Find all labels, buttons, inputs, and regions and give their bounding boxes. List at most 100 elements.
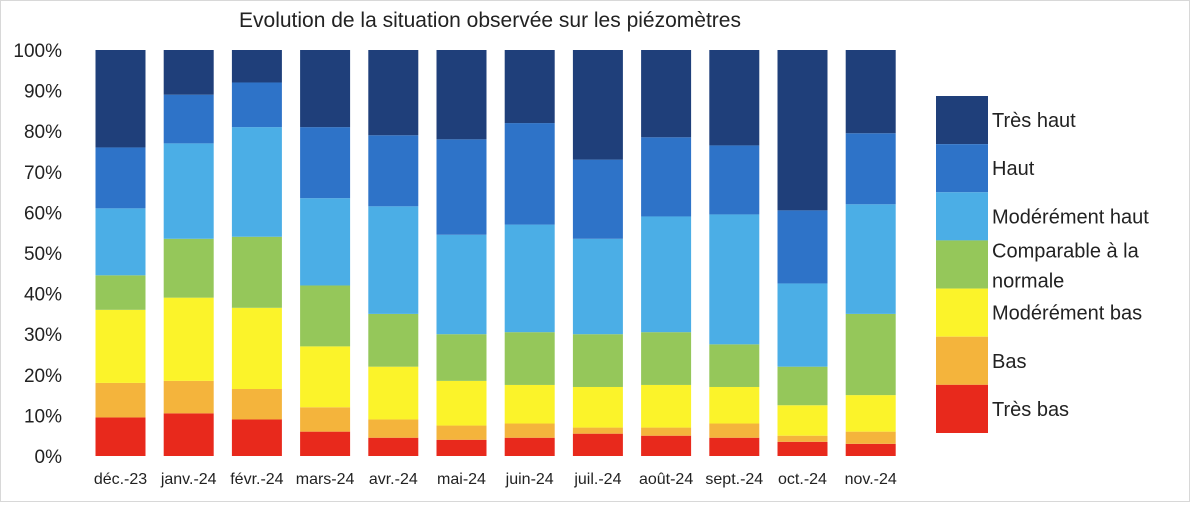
bar-segment bbox=[572, 386, 623, 428]
bar-segment bbox=[436, 425, 487, 440]
bar-segment bbox=[368, 135, 419, 207]
bar-segment bbox=[777, 283, 828, 367]
bar-segment bbox=[641, 332, 692, 385]
legend-label: Comparable à la normale bbox=[992, 241, 1140, 293]
bar-segment bbox=[436, 334, 487, 381]
bar-column bbox=[368, 50, 419, 456]
bar-segment bbox=[504, 384, 555, 424]
bar-segment bbox=[504, 224, 555, 333]
bar-segment bbox=[709, 145, 760, 215]
bar-segment bbox=[572, 238, 623, 335]
legend-label: Modérément haut bbox=[992, 206, 1149, 228]
x-tick-label: mars-24 bbox=[296, 471, 355, 488]
bar-segment bbox=[709, 50, 760, 146]
y-tick-label: 40% bbox=[24, 285, 62, 306]
bar-segment bbox=[231, 50, 282, 83]
bar-segment bbox=[641, 50, 692, 138]
bar-segment bbox=[641, 427, 692, 436]
bar-segment bbox=[163, 50, 214, 95]
bar-column bbox=[709, 50, 760, 456]
x-tick-label: sept.-24 bbox=[705, 471, 763, 488]
legend-label: Haut bbox=[992, 158, 1035, 180]
bar-segment bbox=[436, 50, 487, 140]
bar-column bbox=[777, 50, 828, 456]
legend-label: Bas bbox=[992, 351, 1026, 373]
bar-segment bbox=[163, 238, 214, 298]
y-tick-label: 70% bbox=[24, 163, 62, 184]
bar-segment bbox=[231, 236, 282, 308]
legend-swatch bbox=[936, 192, 988, 241]
y-tick-label: 10% bbox=[24, 406, 62, 427]
bar-segment bbox=[709, 437, 760, 456]
y-axis: 0% 10% 20% 30% 40% 50% 60% 70% 80% 90% 100% bbox=[13, 41, 62, 468]
x-tick-label: juil.-24 bbox=[573, 471, 621, 488]
bar-segment bbox=[231, 419, 282, 456]
bar-segment bbox=[845, 313, 896, 396]
bar-segment bbox=[231, 389, 282, 420]
bar-segment bbox=[300, 431, 351, 456]
bar-segment bbox=[572, 50, 623, 160]
legend-swatch bbox=[936, 96, 988, 145]
legend-swatch bbox=[936, 384, 988, 433]
bar-column bbox=[436, 50, 487, 456]
bar-segment bbox=[368, 206, 419, 314]
bar-segment bbox=[777, 441, 828, 456]
bar-segment bbox=[95, 147, 146, 209]
bar-segment bbox=[436, 380, 487, 426]
y-tick-label: 80% bbox=[24, 122, 62, 143]
legend-swatch bbox=[936, 288, 988, 337]
bar-segment bbox=[504, 123, 555, 225]
bar-segment bbox=[572, 427, 623, 434]
bar-segment bbox=[163, 413, 214, 456]
bar-segment bbox=[163, 143, 214, 239]
bar-segment bbox=[300, 50, 351, 128]
bar-segment bbox=[504, 423, 555, 438]
bar-segment bbox=[368, 50, 419, 136]
bar-segment bbox=[300, 346, 351, 408]
bar-segment bbox=[777, 50, 828, 211]
bar-segment bbox=[368, 313, 419, 367]
bar-segment bbox=[845, 204, 896, 314]
bar-segment bbox=[777, 405, 828, 436]
bar-segment bbox=[845, 395, 896, 432]
legend-swatch bbox=[936, 240, 988, 289]
legend-label: Très bas bbox=[992, 399, 1069, 421]
bar-segment bbox=[845, 443, 896, 456]
bar-column bbox=[300, 50, 351, 456]
bar-segment bbox=[572, 334, 623, 387]
bar-segment bbox=[641, 216, 692, 333]
x-tick-label: mai-24 bbox=[437, 471, 486, 488]
legend-swatch bbox=[936, 336, 988, 385]
legend-label: Modérément bas bbox=[992, 303, 1142, 325]
x-tick-label: août-24 bbox=[639, 471, 693, 488]
bar-segment bbox=[300, 127, 351, 199]
bar-segment bbox=[95, 50, 146, 148]
bar-segment bbox=[504, 437, 555, 456]
bar-segment bbox=[95, 417, 146, 456]
bar-segment bbox=[436, 439, 487, 456]
bar-segment bbox=[163, 94, 214, 144]
x-tick-label: déc.-23 bbox=[94, 471, 147, 488]
bar-segment bbox=[300, 407, 351, 432]
bar-segment bbox=[436, 234, 487, 335]
legend-label: Très haut bbox=[992, 110, 1076, 132]
bar-segment bbox=[641, 137, 692, 217]
bar-column bbox=[641, 50, 692, 456]
y-tick-label: 20% bbox=[24, 366, 62, 387]
bar-segment bbox=[368, 419, 419, 438]
bar-segment bbox=[95, 208, 146, 276]
bar-segment bbox=[231, 127, 282, 237]
legend: Très haut Haut Modérément haut Comparable à… bbox=[936, 96, 1149, 433]
bar-segment bbox=[641, 435, 692, 456]
y-tick-label: 60% bbox=[24, 203, 62, 224]
bars-group bbox=[95, 50, 896, 456]
bar-segment bbox=[95, 309, 146, 383]
x-axis: déc.-23 janv.-24 févr.-24 mars-24 avr.-24 mai… bbox=[94, 471, 897, 488]
bar-segment bbox=[709, 344, 760, 387]
bar-column bbox=[845, 50, 896, 456]
x-tick-label: nov.-24 bbox=[845, 471, 897, 488]
x-tick-label: oct.-24 bbox=[778, 471, 827, 488]
x-tick-label: janv.-24 bbox=[160, 471, 217, 488]
